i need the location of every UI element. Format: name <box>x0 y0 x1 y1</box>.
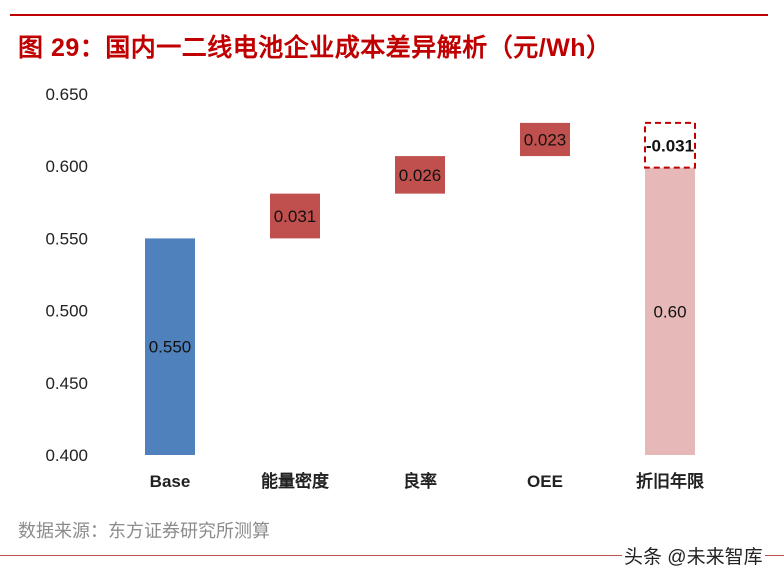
bar-increase <box>270 193 320 239</box>
figure-title: 图 29：国内一二线电池企业成本差异解析（元/Wh） <box>18 34 612 62</box>
y-tick-label: 0.400 <box>45 446 88 465</box>
total-label: 0.60 <box>653 302 686 321</box>
bar-base <box>145 238 195 455</box>
bottom-rule <box>0 555 784 556</box>
watermark: 头条 @未来智库 <box>622 542 765 569</box>
bar-decrease <box>644 121 696 169</box>
top-rule <box>10 14 768 16</box>
y-tick-label: 0.650 <box>45 85 88 104</box>
x-tick-label: 能量密度 <box>261 471 330 491</box>
data-label: -0.031 <box>646 136 694 155</box>
y-tick-label: 0.600 <box>45 157 88 176</box>
y-tick-label: 0.450 <box>45 374 88 393</box>
x-tick-label: OEE <box>527 472 563 491</box>
bar-increase <box>520 122 570 157</box>
data-label: 0.031 <box>274 207 317 226</box>
bar-total <box>645 167 695 456</box>
source-note: 数据来源：东方证券研究所测算 <box>18 521 270 541</box>
data-label: 0.026 <box>399 166 442 185</box>
x-tick-label: 良率 <box>403 471 437 491</box>
data-label: 0.550 <box>149 338 192 357</box>
data-label: 0.023 <box>524 130 567 149</box>
x-tick-label: 折旧年限 <box>636 471 704 491</box>
x-tick-label: Base <box>150 472 191 491</box>
y-tick-label: 0.550 <box>45 229 88 248</box>
y-tick-label: 0.500 <box>45 302 88 321</box>
bar-increase <box>395 156 445 194</box>
